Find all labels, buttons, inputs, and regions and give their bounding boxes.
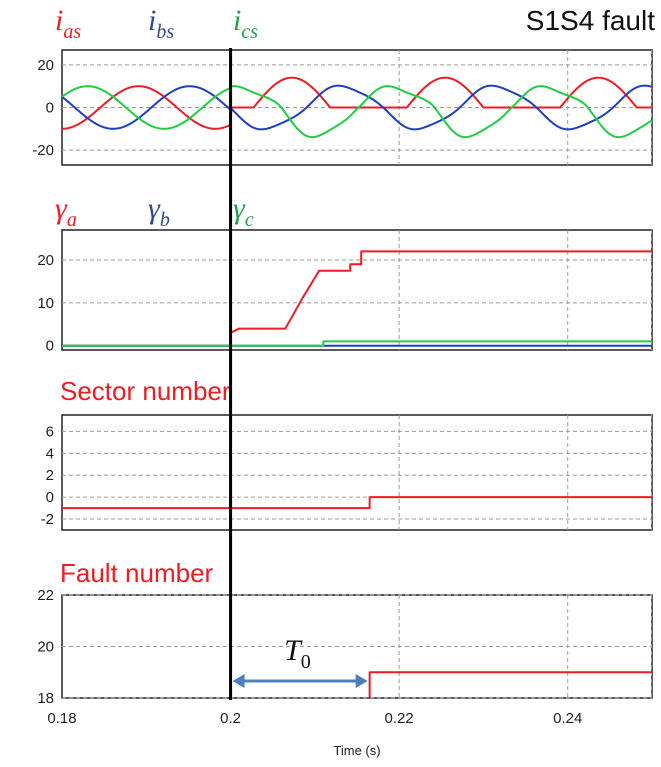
x-tick-label: 0.18 xyxy=(47,710,76,727)
legend-label-green: γc xyxy=(233,192,254,231)
series-group xyxy=(61,76,653,139)
series-group xyxy=(368,671,652,698)
y-tick-label: 0 xyxy=(46,489,54,506)
T0-arrow: T0 xyxy=(232,634,368,688)
label-sub: a xyxy=(67,209,77,231)
label-sub: c xyxy=(245,209,254,231)
label-sub: bs xyxy=(156,21,174,43)
x-tick-label: 0.24 xyxy=(553,710,582,727)
series-green xyxy=(62,340,652,347)
x-tick-label: 0.2 xyxy=(220,710,241,727)
label-base: γ xyxy=(148,192,161,225)
label-base: i xyxy=(233,4,241,37)
series-red xyxy=(61,76,653,130)
label-sub: cs xyxy=(241,21,258,43)
y-tick-label: 10 xyxy=(37,295,54,312)
x-axis-label: Time (s) xyxy=(333,743,380,758)
legend-label-red: ias xyxy=(55,4,81,43)
y-tick-label: 6 xyxy=(46,423,54,440)
plot-frame xyxy=(61,229,653,351)
x-axis: 0.18 0.2 0.22 0.24 Time (s) xyxy=(47,710,582,758)
label-sub: as xyxy=(63,21,81,43)
panel-fault: 22 20 18 Fault number xyxy=(37,558,653,707)
y-tick-label: 20 xyxy=(37,252,54,269)
legend-label-blue: γb xyxy=(148,192,170,231)
figure-title: S1S4 fault xyxy=(526,5,655,36)
panel-title: Sector number xyxy=(60,376,231,406)
T0-label-sub: 0 xyxy=(301,651,311,673)
T0-label-base: T xyxy=(284,634,303,667)
series-blue xyxy=(61,84,653,131)
series-group xyxy=(62,496,652,510)
y-tick-label: 0 xyxy=(46,100,54,117)
y-tick-label: 0 xyxy=(46,338,54,355)
T0-arrow-head-left xyxy=(232,674,245,688)
y-tick-label: 22 xyxy=(37,587,54,604)
y-tick-label: 20 xyxy=(37,639,54,656)
legend-label-green: ics xyxy=(233,4,258,43)
panel-title: Fault number xyxy=(60,558,214,588)
y-tick-label: -20 xyxy=(32,142,54,159)
series-red xyxy=(62,496,652,510)
panel-sector: 6 4 2 0 -2 Sector number xyxy=(41,376,653,531)
y-tick-label: 2 xyxy=(46,467,54,484)
series-green xyxy=(61,85,653,139)
legend-label-blue: ibs xyxy=(148,4,174,43)
T0-arrow-head-right xyxy=(355,674,368,688)
T0-label: T0 xyxy=(284,634,311,673)
x-tick-label: 0.22 xyxy=(385,710,414,727)
y-tick-label: 20 xyxy=(37,57,54,74)
series-red xyxy=(368,671,652,698)
label-base: γ xyxy=(233,192,246,225)
plot-frame xyxy=(61,414,653,531)
y-tick-label: 4 xyxy=(46,445,54,462)
legend-label-red: γa xyxy=(55,192,77,231)
label-base: i xyxy=(148,4,156,37)
label-sub: b xyxy=(160,209,170,231)
label-base: γ xyxy=(55,192,68,225)
label-base: i xyxy=(55,4,63,37)
y-tick-label: -2 xyxy=(41,511,54,528)
y-tick-label: 18 xyxy=(37,690,54,707)
